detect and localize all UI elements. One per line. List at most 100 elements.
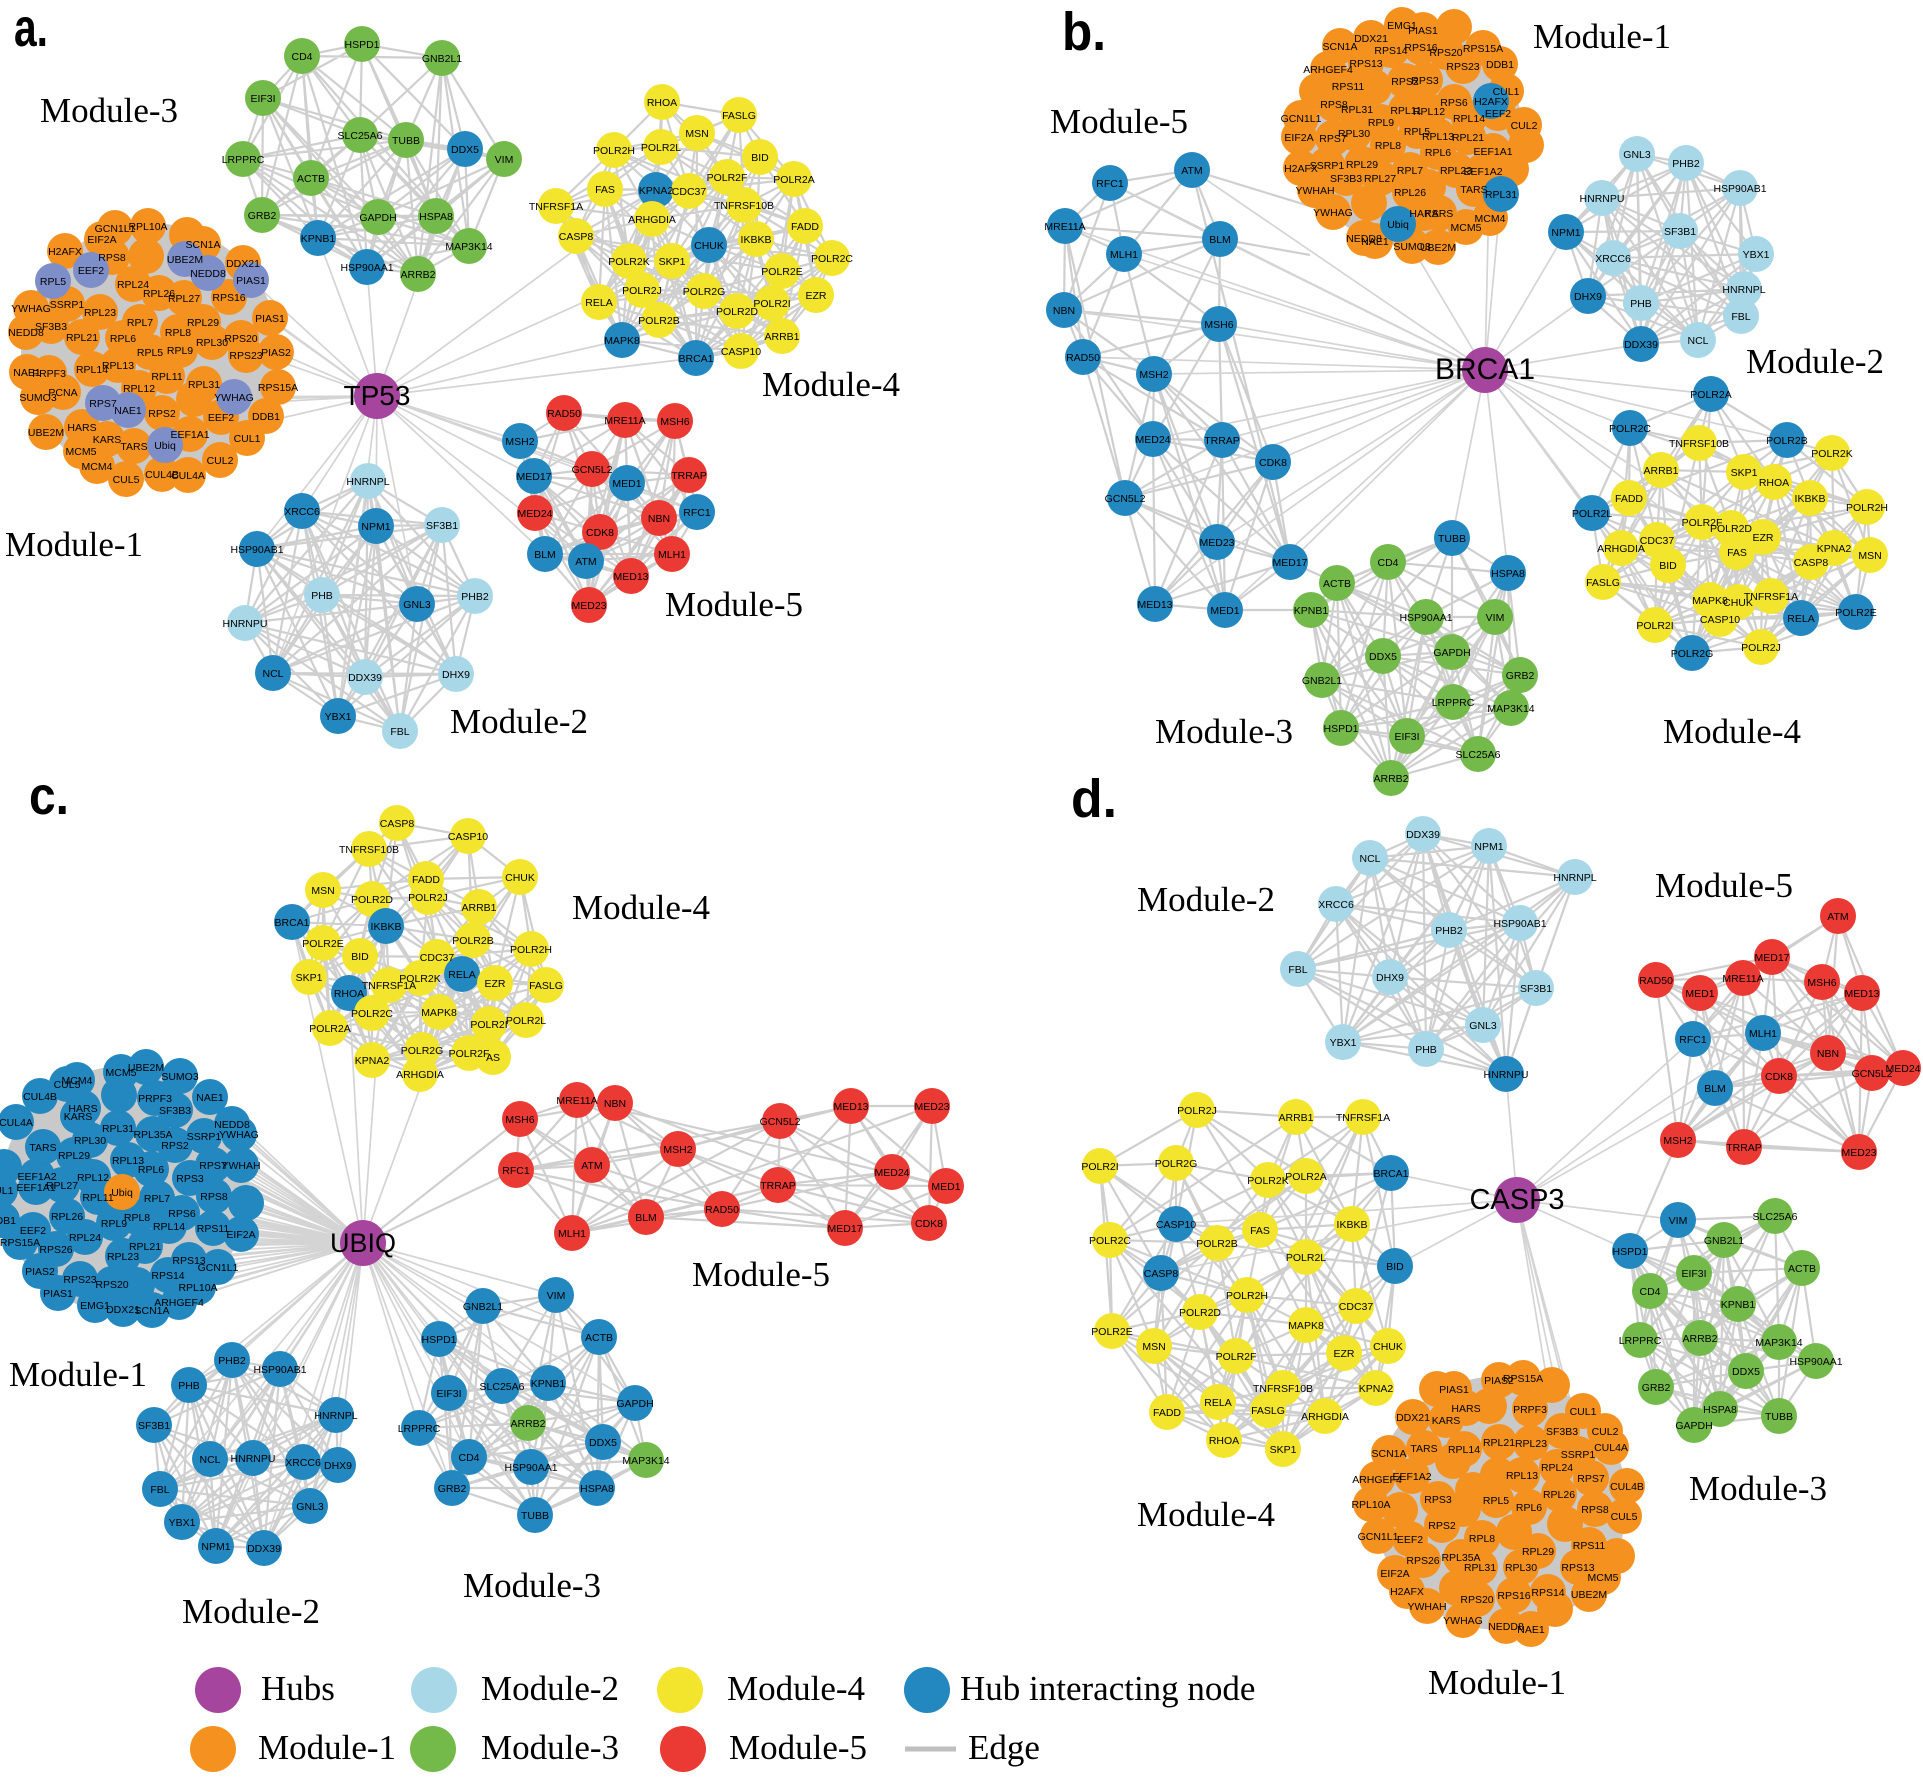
svg-text:MED23: MED23 [571,600,606,612]
svg-text:EEF2: EEF2 [20,1225,46,1237]
svg-text:RPL14: RPL14 [1453,113,1485,125]
svg-text:POLR2C: POLR2C [351,1008,393,1020]
svg-text:CUL1: CUL1 [0,1185,14,1197]
svg-text:POLR2A: POLR2A [1690,389,1731,401]
svg-text:RPS3: RPS3 [1411,75,1439,87]
svg-text:ACTB: ACTB [297,173,325,185]
svg-text:MAP3K14: MAP3K14 [622,1455,669,1467]
svg-text:AS: AS [486,1052,500,1064]
svg-text:HSP90AA1: HSP90AA1 [340,262,393,274]
svg-text:ACTB: ACTB [1323,578,1351,590]
svg-text:KARS: KARS [93,434,122,446]
svg-text:Module-5: Module-5 [1050,102,1188,141]
svg-text:MSH6: MSH6 [1807,977,1836,989]
svg-text:CDC37: CDC37 [672,186,707,198]
svg-text:POLR2C: POLR2C [1609,423,1651,435]
svg-text:ARHGDIA: ARHGDIA [1301,1411,1349,1423]
svg-text:HSP90AB1: HSP90AB1 [253,1364,306,1376]
svg-text:CUL4A: CUL4A [0,1117,33,1129]
svg-text:ATM: ATM [1181,165,1202,177]
svg-text:POLR2I: POLR2I [753,298,790,310]
svg-text:POLR2L: POLR2L [1286,1252,1326,1264]
svg-text:BID: BID [1659,560,1677,572]
svg-text:HNRNPU: HNRNPU [231,1453,276,1465]
svg-text:NAE1: NAE1 [1517,1624,1545,1636]
svg-text:RPS20: RPS20 [1429,47,1462,59]
svg-text:DDB1: DDB1 [252,411,280,423]
svg-text:Module-2: Module-2 [450,702,588,741]
svg-text:GRB2: GRB2 [1642,1382,1671,1394]
svg-text:RAD50: RAD50 [705,1204,739,1216]
svg-text:Module-4: Module-4 [727,1669,865,1708]
svg-text:FASLG: FASLG [1586,577,1620,589]
svg-text:NAE1: NAE1 [196,1092,224,1104]
svg-text:CASP10: CASP10 [1700,614,1740,626]
svg-text:RPS20: RPS20 [1460,1594,1493,1606]
svg-text:RPS11: RPS11 [1573,1540,1606,1552]
svg-text:RHOA: RHOA [334,988,364,1000]
svg-text:NEDD8: NEDD8 [214,1119,250,1131]
svg-text:NPM1: NPM1 [201,1541,230,1553]
svg-text:FADD: FADD [1153,1407,1181,1419]
svg-text:RPL7: RPL7 [1397,165,1423,177]
svg-text:PIAS2: PIAS2 [25,1266,55,1278]
svg-text:POLR2K: POLR2K [608,256,649,268]
svg-text:POLR2H: POLR2H [1226,1290,1268,1302]
svg-text:RPL10A: RPL10A [178,1282,217,1294]
svg-text:NBN: NBN [1053,305,1075,317]
svg-text:VIM: VIM [1669,1215,1688,1227]
svg-text:ATM: ATM [581,1160,602,1172]
svg-text:FASLG: FASLG [1251,1405,1285,1417]
svg-text:EEF2: EEF2 [1485,108,1511,120]
svg-text:SKP1: SKP1 [296,972,323,984]
svg-text:DDX21: DDX21 [106,1304,140,1316]
svg-text:TUBB: TUBB [521,1510,549,1522]
svg-text:SF3B1: SF3B1 [138,1420,170,1432]
svg-text:Module-1: Module-1 [1428,1663,1566,1702]
svg-text:CDK8: CDK8 [915,1218,943,1230]
svg-text:NAE1: NAE1 [1361,236,1389,248]
svg-text:RPL35A: RPL35A [1441,1552,1480,1564]
svg-text:SUMO3: SUMO3 [19,392,57,404]
svg-text:UBE2M: UBE2M [1571,1589,1607,1601]
svg-text:MED13: MED13 [833,1101,868,1113]
svg-text:BRCA1: BRCA1 [1373,1168,1408,1180]
svg-text:MED17: MED17 [1272,557,1307,569]
svg-text:HARS: HARS [67,422,96,434]
svg-text:POLR2B: POLR2B [1196,1238,1237,1250]
svg-text:RAD50: RAD50 [547,408,581,420]
svg-text:RPS14: RPS14 [1531,1587,1564,1599]
svg-text:EIF3I: EIF3I [1681,1268,1706,1280]
svg-text:KPNB1: KPNB1 [301,233,336,245]
svg-text:GRB2: GRB2 [1506,670,1535,682]
svg-text:HSPA8: HSPA8 [1703,1404,1737,1416]
svg-text:HNRNPL: HNRNPL [1722,284,1765,296]
svg-text:DHX9: DHX9 [1574,291,1602,303]
svg-text:RPL5: RPL5 [137,347,163,359]
svg-text:RFC1: RFC1 [1679,1034,1707,1046]
svg-text:Module-4: Module-4 [1663,712,1801,751]
svg-text:NCL: NCL [199,1454,220,1466]
svg-text:EEF1A2: EEF1A2 [1463,166,1502,178]
svg-text:EZR: EZR [1753,532,1774,544]
svg-text:FADD: FADD [412,874,440,886]
svg-text:Module-4: Module-4 [572,888,710,927]
svg-text:LRPPRC: LRPPRC [398,1423,441,1435]
svg-text:ATM: ATM [1827,911,1848,923]
svg-text:TNFRSF10B: TNFRSF10B [1253,1383,1313,1395]
svg-text:NPM1: NPM1 [361,521,390,533]
svg-text:MED24: MED24 [874,1167,909,1179]
svg-text:CASP3: CASP3 [1469,1184,1564,1216]
svg-text:GAPDH: GAPDH [1433,647,1470,659]
svg-text:MAPK8: MAPK8 [1288,1320,1324,1332]
svg-text:UBE2M: UBE2M [28,427,64,439]
svg-text:RPL13: RPL13 [1422,131,1454,143]
svg-text:TNFRSF10B: TNFRSF10B [339,844,399,856]
svg-text:Ubiq: Ubiq [154,440,176,452]
svg-text:POLR2J: POLR2J [1741,642,1781,654]
svg-text:SF3B3: SF3B3 [1330,173,1362,185]
svg-text:EIF2A: EIF2A [1380,1568,1409,1580]
svg-text:MAPK8: MAPK8 [421,1007,457,1019]
svg-text:RPL26: RPL26 [51,1211,83,1223]
svg-text:Hub interacting node: Hub interacting node [960,1669,1255,1708]
